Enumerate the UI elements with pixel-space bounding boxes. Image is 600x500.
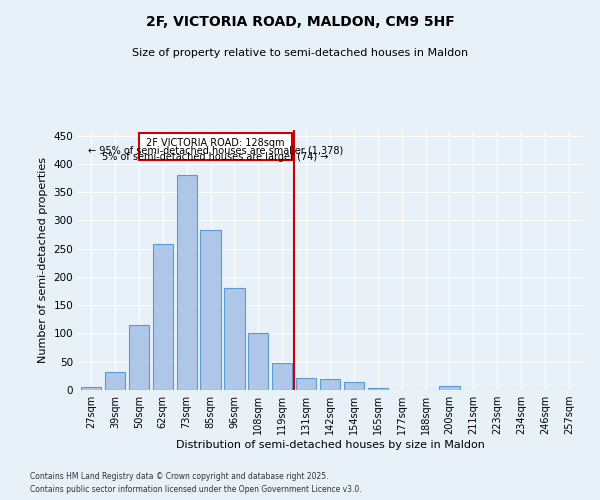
Text: Contains public sector information licensed under the Open Government Licence v3: Contains public sector information licen… [30,485,362,494]
Bar [320,378,340,390]
Bar [368,388,388,390]
Bar [344,382,364,390]
Bar [439,386,460,390]
Bar [105,372,125,390]
Bar [152,244,173,390]
Text: 5% of semi-detached houses are larger (74) →: 5% of semi-detached houses are larger (7… [102,152,329,162]
Text: Size of property relative to semi-detached houses in Maldon: Size of property relative to semi-detach… [132,48,468,58]
Bar [224,288,245,390]
Bar [176,175,197,390]
Y-axis label: Number of semi-detached properties: Number of semi-detached properties [38,157,48,363]
Bar [296,378,316,390]
Text: Contains HM Land Registry data © Crown copyright and database right 2025.: Contains HM Land Registry data © Crown c… [30,472,329,481]
Bar [139,133,292,160]
Bar [248,334,268,390]
Text: 2F VICTORIA ROAD: 128sqm: 2F VICTORIA ROAD: 128sqm [146,138,284,148]
Text: ← 95% of semi-detached houses are smaller (1,378): ← 95% of semi-detached houses are smalle… [88,146,343,156]
Bar [81,387,101,390]
Text: 2F, VICTORIA ROAD, MALDON, CM9 5HF: 2F, VICTORIA ROAD, MALDON, CM9 5HF [146,15,454,29]
Bar [129,325,149,390]
Bar [272,363,292,390]
Bar [200,230,221,390]
X-axis label: Distribution of semi-detached houses by size in Maldon: Distribution of semi-detached houses by … [176,440,484,450]
